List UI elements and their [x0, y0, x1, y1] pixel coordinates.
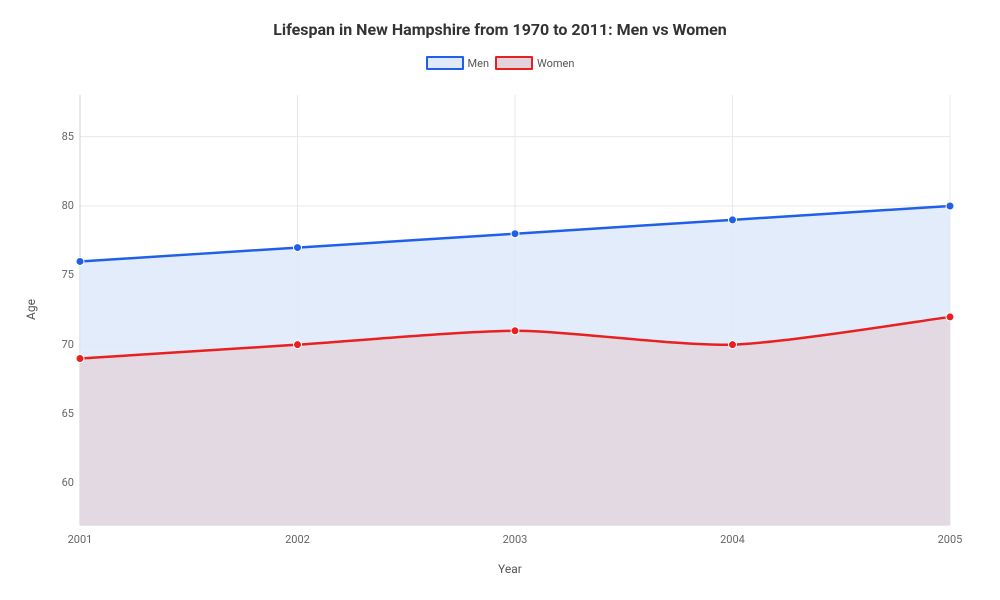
y-tick-label: 70	[34, 338, 74, 351]
y-tick-label: 60	[34, 476, 74, 489]
x-tick-label: 2002	[268, 533, 328, 546]
x-tick-label: 2005	[920, 533, 980, 546]
x-axis-label: Year	[498, 562, 522, 576]
chart-container: Lifespan in New Hampshire from 1970 to 2…	[0, 0, 1000, 600]
y-tick-label: 75	[34, 268, 74, 281]
y-tick-label: 80	[34, 199, 74, 212]
y-tick-label: 85	[34, 130, 74, 143]
plot-area	[0, 0, 1000, 600]
y-axis-label: Age	[24, 299, 38, 320]
x-tick-label: 2004	[703, 533, 763, 546]
x-tick-label: 2003	[485, 533, 545, 546]
x-tick-label: 2001	[50, 533, 110, 546]
y-tick-label: 65	[34, 407, 74, 420]
